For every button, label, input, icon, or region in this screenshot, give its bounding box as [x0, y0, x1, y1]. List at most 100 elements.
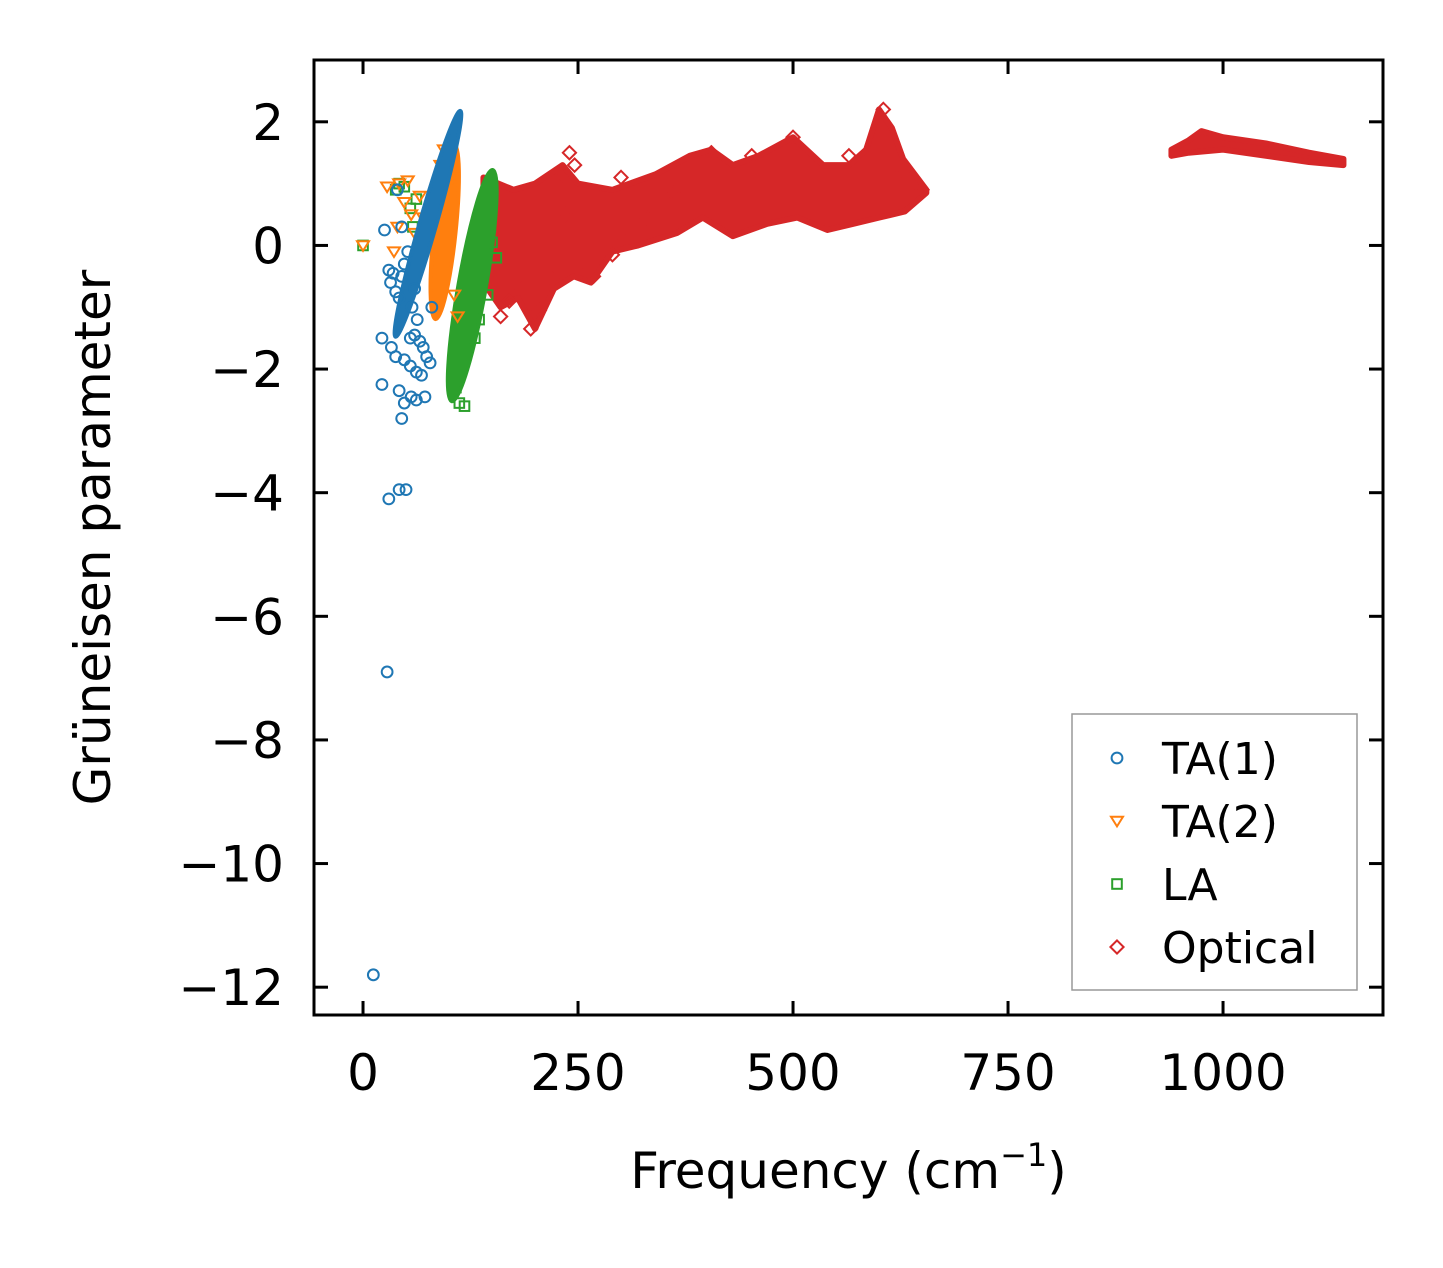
data-point [395, 412, 409, 425]
data-point [366, 968, 380, 982]
data-point [743, 147, 760, 164]
data-point [420, 350, 434, 364]
data-point [408, 282, 422, 296]
data-point [617, 231, 634, 248]
data-point [477, 202, 490, 215]
data-point [557, 206, 574, 223]
data-point [458, 400, 471, 412]
x-axis-title-main: Frequency (cm [630, 1142, 1000, 1200]
data-point [392, 483, 406, 496]
data-point [514, 280, 531, 297]
x-tick-label: 0 [347, 1044, 379, 1102]
data-point [405, 300, 419, 314]
y-tick-label: −6 [210, 588, 284, 646]
data-point [574, 265, 591, 282]
optical-point-cloud [480, 106, 930, 332]
axis-ticks [314, 60, 1383, 1015]
x-tick-label: 1000 [1159, 1044, 1286, 1102]
legend-marker [1108, 938, 1126, 956]
y-tick-label: 2 [252, 94, 284, 152]
data-point [664, 184, 681, 201]
y-axis-title: Grüneisen parameter [64, 269, 122, 805]
data-point [492, 308, 509, 325]
data-point [386, 246, 402, 259]
data-point [484, 221, 497, 233]
data-point [392, 384, 406, 398]
data-point [613, 169, 630, 186]
data-point [446, 289, 462, 303]
data-point [875, 101, 892, 118]
legend-label: TA(1) [1161, 734, 1278, 785]
y-tick-label: 0 [252, 217, 284, 275]
data-point [561, 144, 578, 161]
data-point [914, 181, 931, 198]
data-point [410, 313, 424, 327]
data-point [403, 359, 417, 373]
data-point [395, 220, 409, 234]
data-point [473, 313, 485, 326]
data-point [397, 396, 411, 410]
data-point [355, 240, 371, 253]
y-tick-label: −8 [210, 712, 284, 770]
data-point [486, 236, 498, 249]
y-tick-label: −4 [210, 465, 284, 523]
data-point [604, 246, 621, 263]
tick-labels: 0 250 500 750 1000 2 0 −2 −4 −6 −8 −10 −12 [178, 94, 1286, 1102]
data-point [522, 320, 539, 337]
plot-content [355, 101, 1347, 982]
data-point [382, 492, 396, 506]
series-TA(1) [366, 108, 464, 982]
series-point-cloud [445, 167, 499, 404]
legend-label: LA [1162, 860, 1218, 911]
legend-item: TA(2) [1109, 797, 1278, 848]
y-tick-label: −2 [210, 341, 284, 399]
data-point [450, 381, 462, 394]
data-point [375, 378, 389, 391]
data-point [415, 368, 428, 382]
legend-item: LA [1111, 860, 1218, 911]
x-tick-label: 250 [530, 1044, 625, 1102]
data-point [386, 266, 400, 280]
plot-frame [312, 58, 1385, 1017]
legend-label: TA(2) [1161, 797, 1278, 848]
x-axis-title: Frequency (cm−1) [630, 1136, 1067, 1200]
data-point [531, 302, 548, 319]
data-point [425, 300, 439, 314]
y-tick-label: −12 [178, 959, 284, 1017]
data-point [566, 157, 583, 174]
x-axis-title-close: ) [1047, 1142, 1067, 1200]
legend-item: Optical [1108, 923, 1317, 974]
data-point [544, 271, 561, 288]
y-tick-label: −10 [178, 836, 284, 894]
series-point-cloud [392, 108, 464, 339]
data-point [399, 175, 416, 188]
series-Optical [475, 101, 1347, 337]
data-point [840, 147, 857, 164]
data-point [469, 332, 481, 344]
x-axis-title-superscript: −1 [1000, 1136, 1047, 1174]
legend-marker [1110, 751, 1124, 765]
data-point [703, 144, 720, 161]
data-point [379, 181, 395, 195]
data-point [397, 257, 411, 271]
series-LA [357, 167, 503, 412]
data-point [375, 331, 389, 345]
data-point [391, 183, 404, 197]
data-point [401, 245, 415, 259]
legend-label: Optical [1162, 923, 1317, 974]
x-tick-label: 750 [960, 1044, 1055, 1102]
data-point [585, 268, 602, 285]
data-point [501, 293, 518, 310]
data-point [389, 285, 403, 299]
data-point [399, 483, 413, 496]
legend: TA(1) TA(2) LA Optical [1071, 713, 1358, 991]
data-point [413, 334, 427, 348]
data-point [449, 311, 466, 324]
legend-marker [1109, 815, 1125, 829]
data-point [403, 209, 419, 222]
data-point [378, 223, 391, 237]
data-point [785, 129, 802, 146]
data-point [554, 166, 571, 183]
